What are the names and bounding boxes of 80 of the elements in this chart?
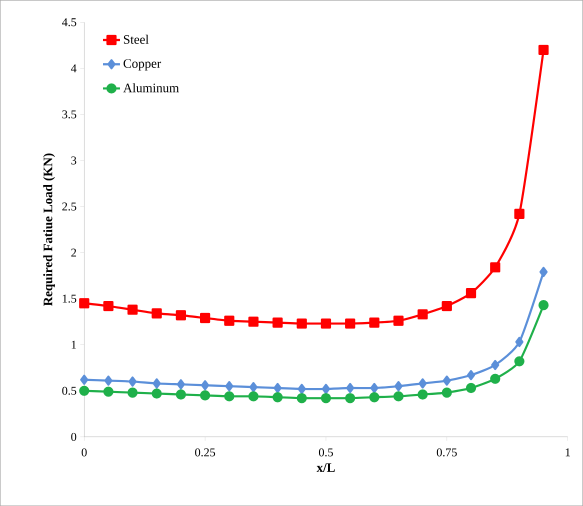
x-axis-title: x/L xyxy=(316,463,335,472)
point xyxy=(176,389,186,400)
y-tick-label: 3 xyxy=(71,156,76,164)
point xyxy=(225,381,234,392)
x-tick-label: 0 xyxy=(82,448,87,456)
y-tick-label: 4 xyxy=(70,64,77,72)
y-tick-label: 0.5 xyxy=(62,386,76,395)
point xyxy=(296,393,307,404)
y-tick-label: 4.5 xyxy=(62,18,76,26)
point xyxy=(79,386,90,396)
point xyxy=(128,376,137,387)
x-tick-label: 1 xyxy=(566,448,570,456)
point xyxy=(393,316,404,326)
point xyxy=(248,391,259,402)
point xyxy=(152,378,161,388)
point xyxy=(491,360,500,370)
point xyxy=(201,380,210,390)
point xyxy=(274,382,282,394)
point xyxy=(296,318,307,329)
point xyxy=(515,336,524,348)
point xyxy=(442,388,452,398)
point xyxy=(320,318,332,329)
point xyxy=(103,386,114,397)
y-tick-label: 2.5 xyxy=(62,202,76,211)
point xyxy=(490,374,500,384)
point xyxy=(490,262,500,272)
point xyxy=(272,392,283,402)
point xyxy=(224,316,234,326)
x-tick-label: 0.25 xyxy=(195,448,216,456)
point xyxy=(249,382,258,392)
point xyxy=(272,317,283,328)
y-axis-title: Required Fatiue Load (KN) xyxy=(43,153,55,306)
point xyxy=(103,300,114,312)
point xyxy=(418,309,428,320)
point xyxy=(538,44,549,55)
point xyxy=(538,300,549,310)
point xyxy=(176,379,186,390)
point xyxy=(200,312,210,324)
point xyxy=(466,382,476,394)
point xyxy=(394,381,403,392)
point xyxy=(127,388,138,398)
y-tick-label: 3.5 xyxy=(62,110,76,118)
legend-label: Copper xyxy=(124,59,162,70)
point xyxy=(466,370,476,380)
point xyxy=(200,390,210,400)
point xyxy=(393,391,404,402)
point xyxy=(176,310,186,320)
point xyxy=(298,384,306,394)
point xyxy=(369,317,380,328)
point xyxy=(79,298,90,308)
point xyxy=(248,316,259,327)
point xyxy=(224,391,234,402)
point xyxy=(539,266,548,277)
point xyxy=(80,374,88,385)
point xyxy=(127,304,138,315)
point xyxy=(104,376,112,386)
point xyxy=(442,300,452,312)
y-tick-label: 0 xyxy=(71,432,76,441)
x-tick-label: 0.5 xyxy=(318,448,333,456)
y-tick-label: 1 xyxy=(72,340,76,349)
point xyxy=(418,389,428,400)
y-tick-label: 2 xyxy=(71,248,76,257)
point xyxy=(442,376,451,386)
point xyxy=(370,382,378,394)
point xyxy=(152,308,162,318)
y-tick-label: 1.5 xyxy=(62,294,76,303)
point xyxy=(418,378,427,388)
point xyxy=(320,393,332,404)
x-tick-label: 0.75 xyxy=(436,448,457,456)
point xyxy=(345,393,356,404)
legend-label: Steel xyxy=(124,34,149,44)
point xyxy=(152,388,162,399)
point xyxy=(369,392,380,402)
point xyxy=(345,318,356,329)
legend-label: Aluminum xyxy=(123,83,179,92)
point xyxy=(466,288,476,298)
point xyxy=(322,384,330,394)
point xyxy=(514,356,524,366)
point xyxy=(514,208,524,219)
point xyxy=(346,382,354,394)
